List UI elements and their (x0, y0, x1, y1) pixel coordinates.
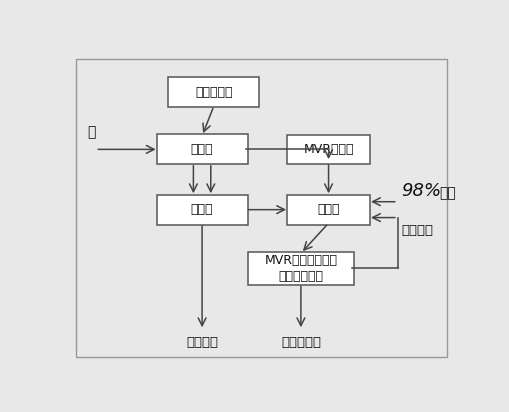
FancyBboxPatch shape (287, 135, 370, 164)
FancyBboxPatch shape (156, 194, 247, 225)
Text: 蒸氨段: 蒸氨段 (190, 203, 213, 216)
Text: 凝水套用: 凝水套用 (401, 224, 433, 237)
Text: 硫酸: 硫酸 (438, 186, 455, 200)
FancyBboxPatch shape (287, 194, 370, 225)
FancyBboxPatch shape (247, 252, 354, 285)
Text: 调碱罐: 调碱罐 (190, 143, 213, 156)
FancyBboxPatch shape (156, 134, 247, 164)
Text: 98%: 98% (401, 182, 441, 200)
Text: MVR蒸缩结晶干燥
包装一体装置: MVR蒸缩结晶干燥 包装一体装置 (264, 254, 337, 283)
Text: 硫酸铵入库: 硫酸铵入库 (280, 336, 320, 349)
Text: 高氨氮废水: 高氨氮废水 (195, 86, 232, 99)
Text: 碱: 碱 (87, 125, 95, 139)
Text: 废水排放: 废水排放 (186, 336, 218, 349)
Text: 吸收段: 吸收段 (317, 203, 339, 216)
Text: MVR压缩机: MVR压缩机 (303, 143, 353, 156)
FancyBboxPatch shape (168, 77, 259, 108)
